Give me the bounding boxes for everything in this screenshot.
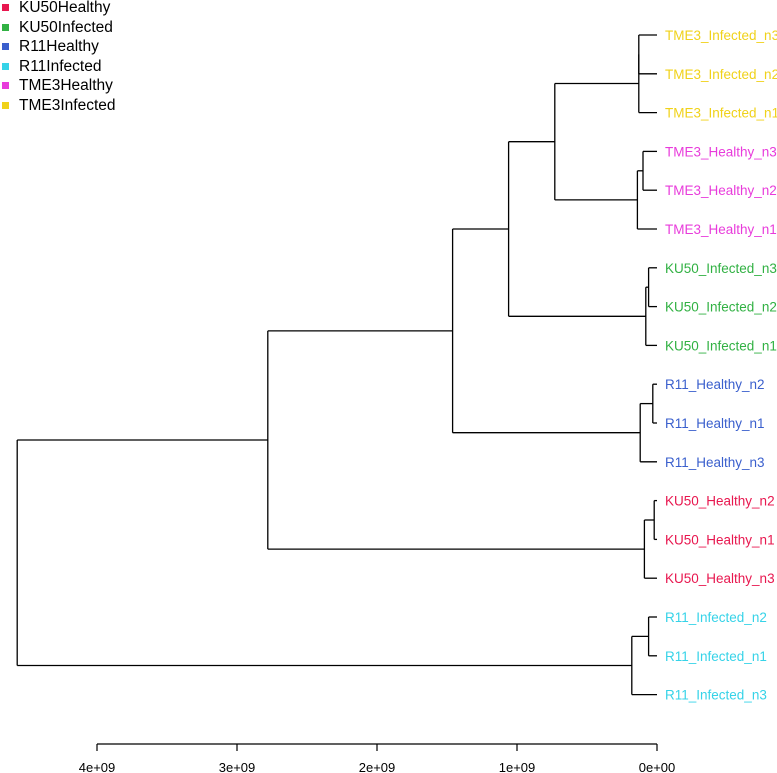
legend-swatch bbox=[2, 82, 9, 89]
leaf-label: TME3_Infected_n1 bbox=[665, 106, 777, 121]
legend-label: TME3Healthy bbox=[19, 77, 113, 94]
leaf-label: KU50_Healthy_n2 bbox=[665, 494, 775, 509]
leaf-label: KU50_Healthy_n1 bbox=[665, 532, 775, 547]
x-axis-tick-label: 1e+09 bbox=[499, 760, 536, 773]
leaf-label: R11_Healthy_n1 bbox=[665, 416, 765, 431]
legend-item: TME3Healthy bbox=[0, 76, 140, 95]
legend-item: R11Healthy bbox=[0, 37, 140, 56]
legend-swatch bbox=[2, 62, 9, 70]
x-axis-tick-label: 3e+09 bbox=[219, 760, 256, 773]
legend-item: KU50Healthy bbox=[0, 0, 140, 17]
leaf-label: KU50_Infected_n2 bbox=[665, 300, 777, 315]
legend-swatch bbox=[2, 101, 9, 109]
leaf-label: R11_Infected_n3 bbox=[665, 688, 767, 703]
leaf-label: R11_Healthy_n3 bbox=[665, 455, 765, 470]
leaf-label: R11_Infected_n1 bbox=[665, 649, 767, 664]
leaf-label: R11_Healthy_n2 bbox=[665, 377, 765, 392]
legend-item: KU50Infected bbox=[0, 18, 140, 37]
leaf-label: KU50_Infected_n1 bbox=[665, 338, 777, 353]
legend-label: R11Healthy bbox=[19, 38, 99, 55]
x-axis-tick-label: 4e+09 bbox=[79, 760, 116, 773]
leaf-label: TME3_Healthy_n2 bbox=[665, 183, 777, 198]
legend-label: KU50Infected bbox=[19, 18, 113, 36]
leaf-label: TME3_Healthy_n1 bbox=[665, 222, 777, 237]
legend-label: TME3Infected bbox=[19, 96, 116, 114]
x-axis-tick-label: 2e+09 bbox=[359, 760, 396, 773]
dendrogram-branches bbox=[16, 34, 657, 696]
legend-item: TME3Infected bbox=[0, 96, 140, 115]
leaf-label: R11_Infected_n2 bbox=[665, 610, 767, 625]
legend-swatch bbox=[2, 4, 9, 11]
leaf-label: TME3_Infected_n3 bbox=[665, 28, 777, 43]
leaf-label: KU50_Infected_n3 bbox=[665, 261, 777, 276]
legend-label: KU50Healthy bbox=[19, 0, 111, 16]
legend-swatch bbox=[2, 43, 9, 50]
leaf-label: TME3_Healthy_n3 bbox=[665, 144, 777, 159]
leaf-labels: TME3_Infected_n3 TME3_Infected_n2 TME3_Inf… bbox=[665, 28, 777, 703]
x-axis: 4e+09 3e+09 2e+09 1e+09 0e+00 bbox=[79, 743, 676, 773]
leaf-label: TME3_Infected_n2 bbox=[665, 67, 777, 82]
legend-swatch bbox=[2, 23, 9, 31]
legend-item: R11Infected bbox=[0, 57, 140, 76]
legend-label: R11Infected bbox=[19, 57, 102, 75]
leaf-label: KU50_Healthy_n3 bbox=[665, 571, 775, 586]
x-axis-tick-label: 0e+00 bbox=[639, 760, 676, 773]
